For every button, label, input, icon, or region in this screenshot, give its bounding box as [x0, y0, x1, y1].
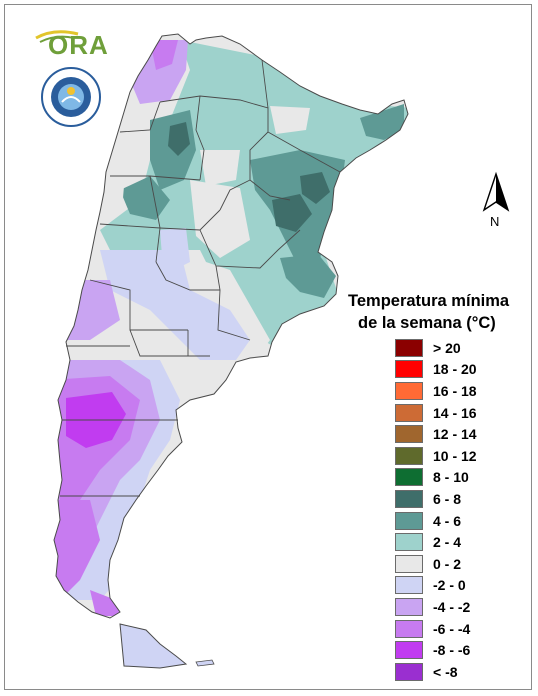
north-arrow-icon: N	[482, 171, 510, 229]
north-label: N	[490, 214, 499, 229]
legend-swatch	[395, 554, 423, 573]
legend-label: 6 - 8	[433, 490, 462, 507]
legend-swatch	[395, 403, 423, 422]
legend-item: -2 - 0	[395, 575, 477, 597]
legend-swatch	[395, 619, 423, 638]
ora-logo	[35, 30, 79, 43]
legend-label: 14 - 16	[433, 404, 477, 421]
legend-item: -6 - -4	[395, 618, 477, 640]
smn-seal-icon	[41, 67, 101, 127]
country-outline	[53, 33, 409, 619]
legend-label: < -8	[433, 663, 458, 680]
legend-swatch	[395, 425, 423, 444]
legend-label: 10 - 12	[433, 447, 477, 464]
legend-swatch	[395, 662, 423, 681]
legend-item: 6 - 8	[395, 488, 477, 510]
legend-item: > 20	[395, 337, 477, 359]
province-borders	[60, 59, 341, 497]
legend-label: 0 - 2	[433, 555, 462, 572]
legend-label: > 20	[433, 339, 461, 356]
legend-item: 0 - 2	[395, 553, 477, 575]
legend-item: 8 - 10	[395, 467, 477, 489]
legend-swatch	[395, 597, 423, 616]
legend-item: 14 - 16	[395, 402, 477, 424]
legend-swatch	[395, 468, 423, 487]
ora-logo-text: ORA	[48, 30, 109, 60]
isla-de-los-estados	[195, 659, 215, 667]
legend-label: 12 - 14	[433, 426, 477, 443]
legend: > 20 18 - 20 16 - 18 14 - 16 12 - 14 10 - 12 8…	[395, 337, 477, 683]
legend-item: 2 - 4	[395, 531, 477, 553]
legend-label: -8 - -6	[433, 642, 471, 659]
legend-title-line2: de la semana (°C)	[358, 314, 496, 332]
legend-label: 2 - 4	[433, 534, 462, 551]
legend-label: 4 - 6	[433, 512, 462, 529]
legend-swatch	[395, 360, 423, 379]
legend-label: -6 - -4	[433, 620, 471, 637]
legend-label: 16 - 18	[433, 382, 477, 399]
legend-item: 12 - 14	[395, 423, 477, 445]
legend-swatch	[395, 533, 423, 552]
legend-item: -8 - -6	[395, 639, 477, 661]
legend-title-line1: Temperatura mínima	[348, 292, 510, 310]
legend-label: -4 - -2	[433, 598, 471, 615]
legend-label: 18 - 20	[433, 361, 477, 378]
legend-item: 4 - 6	[395, 510, 477, 532]
legend-label: -2 - 0	[433, 577, 466, 594]
legend-swatch	[395, 641, 423, 660]
tierra-del-fuego	[119, 623, 188, 669]
legend-item: 10 - 12	[395, 445, 477, 467]
legend-swatch	[395, 511, 423, 530]
legend-swatch	[395, 338, 423, 357]
legend-title: Temperatura mínima de la semana (°C)	[348, 290, 528, 334]
legend-item: 16 - 18	[395, 380, 477, 402]
legend-item: -4 - -2	[395, 596, 477, 618]
legend-label: 8 - 10	[433, 469, 469, 486]
legend-swatch	[395, 489, 423, 508]
legend-swatch	[395, 576, 423, 595]
legend-item: 18 - 20	[395, 359, 477, 381]
legend-swatch	[395, 446, 423, 465]
legend-swatch	[395, 381, 423, 400]
legend-item: < -8	[395, 661, 477, 683]
